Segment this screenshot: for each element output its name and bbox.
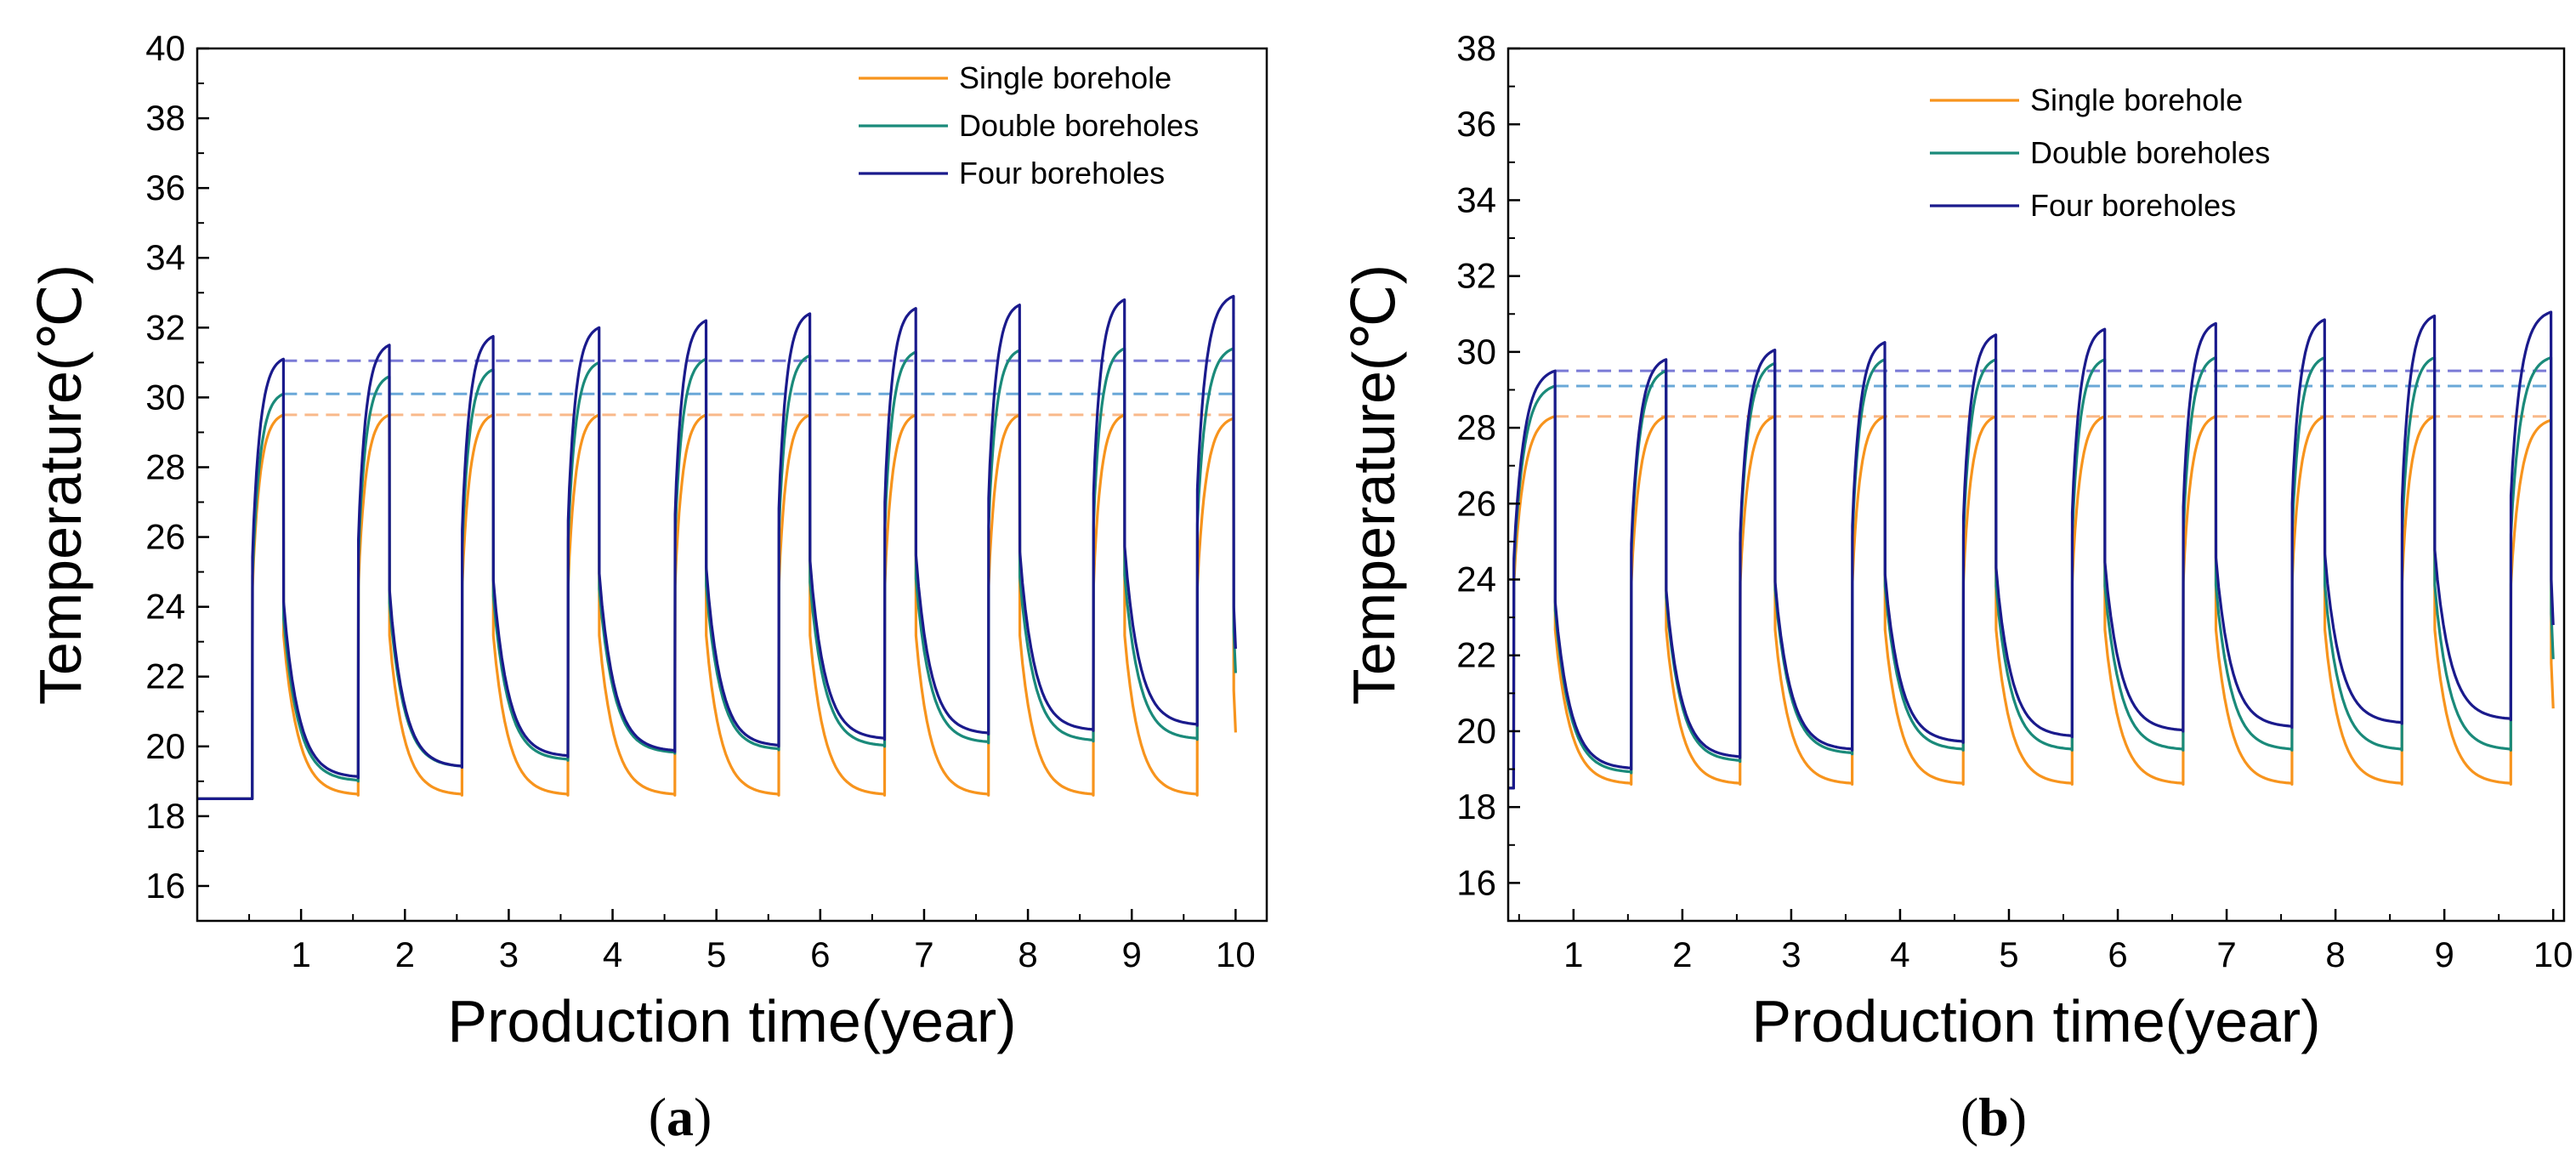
- plot-frame: [196, 47, 1268, 923]
- y-tick-label: 34: [145, 237, 185, 277]
- x-tick-label: 5: [1999, 934, 2018, 974]
- y-tick-label: 18: [145, 796, 185, 836]
- x-tick-label: 10: [2533, 934, 2573, 974]
- y-tick-label: 16: [145, 866, 185, 906]
- series-line-four: [197, 294, 1237, 800]
- y-tick-label: 16: [1456, 862, 1496, 902]
- x-tick-label: 2: [395, 934, 415, 974]
- y-tick-label: 34: [1456, 179, 1496, 219]
- x-tick-label: 6: [810, 934, 830, 974]
- panel-label: (a): [649, 1087, 712, 1147]
- series-line-single: [197, 413, 1237, 800]
- y-tick-label: 18: [1456, 787, 1496, 826]
- y-tick-label: 20: [145, 726, 185, 766]
- x-tick-label: 5: [706, 934, 726, 974]
- legend-label-single: Single borehole: [959, 60, 1172, 95]
- x-tick-label: 7: [2216, 934, 2236, 974]
- series-line-four: [1508, 310, 2555, 790]
- x-tick-label: 6: [2108, 934, 2127, 974]
- x-tick-label: 3: [499, 934, 519, 974]
- legend-label-double: Double boreholes: [2030, 135, 2270, 170]
- y-tick-label: 26: [145, 517, 185, 557]
- plot-frame: [1506, 47, 2566, 923]
- y-tick-label: 24: [1456, 559, 1496, 599]
- x-tick-label: 9: [2434, 934, 2454, 974]
- x-axis-title: Production time(year): [1751, 988, 2320, 1054]
- legend-label-four: Four boreholes: [2030, 188, 2236, 223]
- y-tick-label: 24: [145, 587, 185, 627]
- x-axis-title: Production time(year): [447, 988, 1016, 1054]
- x-tick-label: 8: [2325, 934, 2345, 974]
- y-tick-label: 28: [1456, 407, 1496, 447]
- x-tick-label: 4: [1890, 934, 1909, 974]
- x-tick-label: 10: [1216, 934, 1256, 974]
- y-tick-label: 38: [145, 98, 185, 138]
- y-axis-title: Temperature(℃): [27, 264, 94, 705]
- y-tick-label: 28: [145, 446, 185, 486]
- x-tick-label: 8: [1018, 934, 1037, 974]
- y-tick-label: 32: [1456, 256, 1496, 296]
- y-tick-label: 26: [1456, 483, 1496, 523]
- legend-label-double: Double boreholes: [959, 108, 1199, 143]
- panel-label: (b): [1960, 1087, 2027, 1147]
- series-line-single: [1508, 415, 2555, 790]
- x-tick-label: 7: [914, 934, 933, 974]
- y-tick-label: 22: [145, 656, 185, 696]
- legend-label-single: Single borehole: [2030, 82, 2243, 117]
- y-tick-label: 38: [1456, 28, 1496, 68]
- y-tick-label: 32: [145, 307, 185, 347]
- y-tick-label: 36: [1456, 104, 1496, 144]
- x-tick-label: 9: [1122, 934, 1142, 974]
- y-axis-title: Temperature(℃): [1341, 264, 1407, 705]
- y-tick-label: 30: [145, 377, 185, 417]
- x-tick-label: 4: [603, 934, 622, 974]
- y-tick-label: 36: [145, 168, 185, 207]
- x-tick-label: 3: [1781, 934, 1801, 974]
- y-tick-label: 30: [1456, 332, 1496, 372]
- y-tick-label: 20: [1456, 711, 1496, 751]
- x-tick-label: 1: [291, 934, 310, 974]
- y-tick-label: 40: [145, 28, 185, 68]
- x-tick-label: 1: [1563, 934, 1583, 974]
- legend-label-four: Four boreholes: [959, 156, 1165, 190]
- x-tick-label: 2: [1672, 934, 1692, 974]
- y-tick-label: 22: [1456, 635, 1496, 675]
